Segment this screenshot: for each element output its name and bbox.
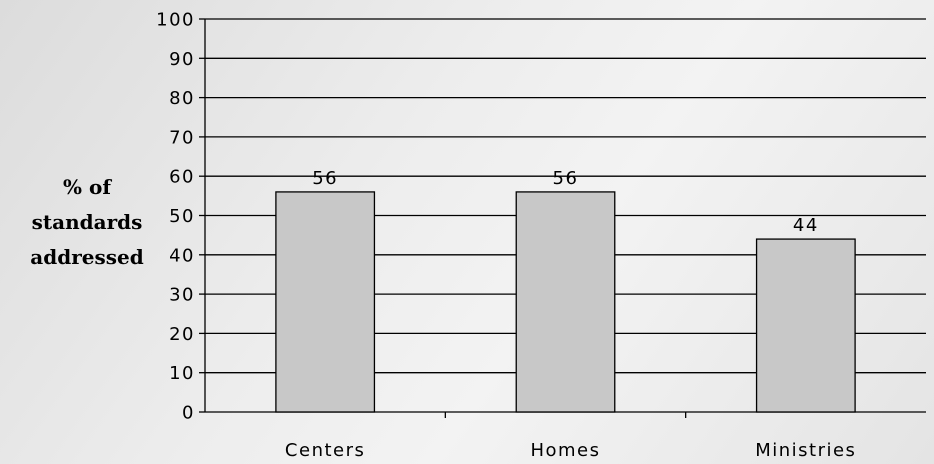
y-tick-label-90: 90	[169, 49, 195, 70]
y-axis-label-line-1: % of	[63, 175, 111, 199]
bar-homes	[515, 191, 616, 413]
y-tick-label-0: 0	[182, 403, 195, 424]
y-axis-label: % of standards addressed	[28, 170, 146, 275]
data-label-centers: 56	[312, 168, 338, 189]
y-tick-label-60: 60	[169, 167, 195, 188]
y-tick-label-50: 50	[169, 206, 195, 227]
data-label-ministries: 44	[793, 215, 819, 236]
y-tick-label-100: 100	[156, 10, 195, 31]
y-tick-label-40: 40	[169, 245, 195, 266]
y-tick-label-30: 30	[169, 285, 195, 306]
y-axis-label-line-2: standards	[31, 210, 143, 234]
y-tick-label-80: 80	[169, 88, 195, 109]
x-tick-label-homes: Homes	[530, 440, 600, 461]
bar-ministries	[755, 238, 856, 413]
y-tick-label-20: 20	[169, 324, 195, 345]
x-tick-label-ministries: Ministries	[755, 440, 856, 461]
y-tick-label-70: 70	[169, 127, 195, 148]
y-axis-label-line-3: addressed	[30, 245, 144, 269]
data-label-homes: 56	[553, 168, 579, 189]
bar-centers	[275, 191, 376, 413]
x-tick-label-centers: Centers	[285, 440, 365, 461]
y-tick-label-10: 10	[169, 363, 195, 384]
